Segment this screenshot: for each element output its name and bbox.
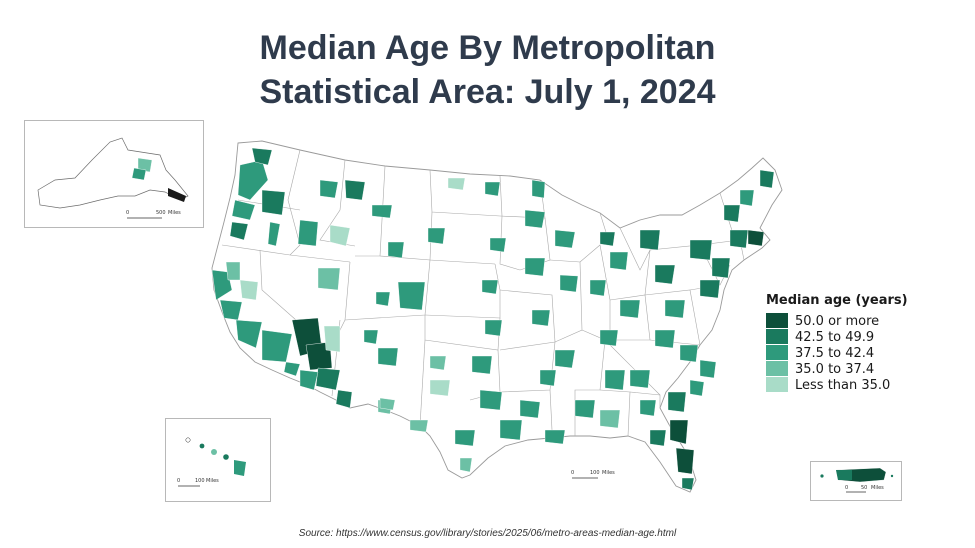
hawaii-scale-distance: 100 <box>195 478 205 484</box>
legend-label: Less than 35.0 <box>795 377 891 393</box>
legend-label: 37.5 to 42.4 <box>795 345 875 361</box>
legend-item: Less than 35.0 <box>766 377 908 393</box>
hawaii-scale-bar: 0 100 Miles <box>177 478 219 487</box>
conus-scale-bar: 0 100 Miles <box>571 470 615 479</box>
conus-scale-zero: 0 <box>571 470 574 476</box>
legend-swatch <box>766 313 788 329</box>
legend-label: 42.5 to 49.9 <box>795 329 875 345</box>
hawaii-inset <box>165 418 271 502</box>
legend-item: 35.0 to 37.4 <box>766 361 908 377</box>
title-line-1: Median Age By Metropolitan <box>259 29 716 67</box>
conus-scale-distance: 100 <box>590 470 600 476</box>
map-title: Median Age By Metropolitan Statistical A… <box>0 26 975 114</box>
pr-scale-zero: 0 <box>845 485 848 491</box>
hawaii-scale-zero: 0 <box>177 478 180 484</box>
pr-scale-distance: 50 <box>861 485 867 491</box>
conus-scale-unit: Miles <box>602 470 615 476</box>
alaska-scale-zero: 0 <box>126 210 129 216</box>
legend-swatch <box>766 329 788 345</box>
legend-item: 42.5 to 49.9 <box>766 329 908 345</box>
legend: Median age (years) 50.0 or more 42.5 to … <box>766 293 908 393</box>
legend-swatch <box>766 377 788 393</box>
legend-item: 37.5 to 42.4 <box>766 345 908 361</box>
pr-scale-unit: Miles <box>871 485 884 491</box>
puerto-rico-shape <box>820 467 894 483</box>
legend-swatch <box>766 345 788 361</box>
legend-label: 50.0 or more <box>795 313 880 329</box>
legend-label: 35.0 to 37.4 <box>795 361 875 377</box>
metro-areas <box>211 147 775 491</box>
alaska-inset <box>24 120 204 228</box>
alaska-scale-distance: 500 <box>156 210 166 216</box>
title-line-2: Statistical Area: July 1, 2024 <box>259 73 716 111</box>
puerto-rico-scale-bar: 0 50 Miles <box>845 485 884 493</box>
source-citation: Source: https://www.census.gov/library/s… <box>298 528 677 539</box>
state-boundaries <box>221 149 745 437</box>
legend-swatch <box>766 361 788 377</box>
hawaii-scale-unit: Miles <box>206 478 219 484</box>
legend-title: Median age (years) <box>766 293 908 308</box>
legend-item: 50.0 or more <box>766 313 908 329</box>
alaska-shape <box>37 137 189 209</box>
hawaii-islands <box>185 437 246 476</box>
alaska-scale-bar: 0 500 Miles <box>126 210 181 219</box>
alaska-scale-unit: Miles <box>168 210 181 216</box>
